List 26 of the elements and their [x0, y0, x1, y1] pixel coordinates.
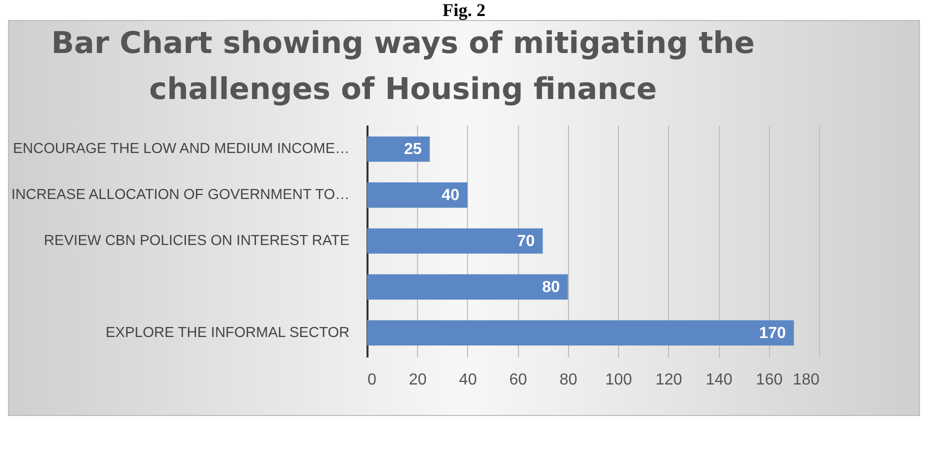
data-label: 40: [442, 187, 460, 204]
x-tick-label: 160: [756, 372, 783, 388]
x-tick-label: 20: [408, 372, 427, 388]
x-tick-label: 0: [368, 372, 376, 388]
y-tick-label: REVIEW CBN POLICIES ON INTEREST RATE: [44, 233, 350, 249]
x-tick-label: 120: [655, 372, 682, 388]
bar: [367, 136, 430, 162]
y-tick-label: INCREASE ALLOCATION OF GOVERNMENT TO…: [11, 187, 350, 204]
data-label: 170: [759, 324, 786, 342]
data-label: 70: [516, 233, 535, 250]
bar: [367, 228, 543, 254]
x-tick-label: 180: [792, 372, 820, 388]
bar: [367, 182, 468, 208]
x-tick-label: 100: [605, 372, 632, 388]
x-tick-label: 40: [459, 372, 477, 388]
data-label: 80: [542, 278, 560, 296]
chart-title: Bar Chart showing ways of mitigating the challenges of Housing finance: [51, 26, 755, 107]
bar: [367, 320, 794, 346]
x-tick-label: 140: [706, 372, 732, 388]
caption: Fig. 2: [442, 0, 486, 20]
y-tick-label: EXPLORE THE INFORMAL SECTOR: [106, 324, 350, 341]
x-tick-label: 80: [559, 372, 578, 388]
x-tick-label: 60: [509, 372, 528, 388]
bar: [367, 274, 568, 300]
y-tick-label: ENCOURAGE THE LOW AND MEDIUM INCOME…: [13, 141, 350, 158]
data-label: 25: [404, 141, 422, 158]
